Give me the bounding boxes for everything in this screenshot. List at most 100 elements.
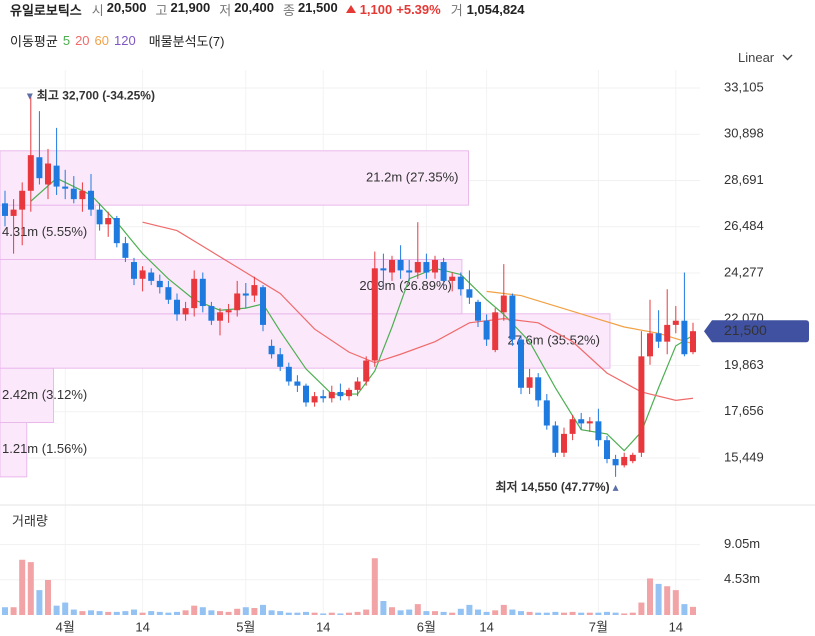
candle-body — [70, 188, 77, 200]
candle-body — [182, 308, 189, 315]
volume-bar — [414, 604, 421, 615]
volume-label: 거 — [450, 2, 463, 18]
y-tick-label: 30,898 — [724, 126, 764, 141]
candle-body — [604, 440, 610, 460]
candle-body — [526, 377, 533, 388]
volume-bar — [36, 590, 43, 615]
x-tick-label: 14 — [135, 619, 149, 634]
quotes: 시 20,500 고 21,900 저 20,400 종 21,500 — [86, 0, 338, 19]
scale-menu[interactable]: Linear — [738, 50, 793, 65]
volume-bar — [19, 559, 26, 615]
candle-body — [561, 433, 567, 453]
candle-body — [10, 209, 17, 216]
x-tick-label: 7월 — [589, 619, 608, 634]
x-tick-label: 6월 — [417, 619, 436, 634]
candle-body — [105, 218, 112, 225]
candle-body — [27, 155, 34, 191]
volume-bar — [561, 612, 567, 615]
change: 1,100 — [359, 1, 393, 17]
candle-body — [647, 333, 653, 357]
candle-body — [148, 272, 155, 281]
candle-body — [208, 306, 215, 321]
volume-bar — [10, 607, 17, 615]
candle-body — [294, 381, 301, 386]
candle-body — [19, 190, 26, 210]
volume-bar — [509, 609, 516, 615]
candle-body — [363, 360, 370, 382]
candle-body — [131, 262, 137, 279]
quote-label: 종 — [282, 2, 295, 18]
candle-body — [36, 157, 43, 179]
volume-bar — [457, 608, 464, 615]
candle-body — [535, 377, 542, 401]
ma-title: 이동평균 — [10, 33, 58, 49]
candle-body — [311, 396, 318, 403]
volume-profile-label: 2.42m (3.12%) — [2, 387, 87, 402]
candle-body — [217, 312, 223, 321]
volume-bar — [217, 611, 223, 615]
x-tick-label: 14 — [316, 619, 330, 634]
ma-legend-item: 5 — [62, 32, 71, 48]
volume-bar — [96, 611, 103, 615]
volume-bar — [53, 605, 60, 615]
moving-average-line — [30, 177, 694, 452]
stock-name: 유일로보틱스 — [10, 2, 82, 18]
candle-body — [2, 203, 8, 216]
y-tick-label: 15,449 — [724, 449, 764, 464]
candle-body — [638, 356, 645, 453]
volume-bar — [371, 558, 378, 615]
volume-bar — [552, 611, 559, 615]
volume-bar — [466, 604, 473, 615]
volume-bar — [475, 609, 481, 615]
y-tick-label: 17,656 — [724, 403, 764, 418]
volume-bar — [2, 607, 8, 615]
volume-bar — [328, 612, 335, 615]
candle-body — [139, 270, 146, 279]
candle-body — [612, 459, 619, 466]
y-tick-label: 4.53m — [724, 571, 760, 586]
volume-bar — [311, 612, 318, 615]
quote-value: 20,500 — [106, 0, 147, 15]
candle-body — [414, 262, 421, 273]
candle-body — [234, 293, 241, 311]
volume-bar — [242, 607, 249, 615]
candle-body — [199, 278, 206, 307]
volume-bar — [354, 611, 361, 615]
candle-body — [225, 310, 232, 313]
candle-body — [664, 324, 671, 342]
profile-title: 매물분석도(7) — [148, 33, 225, 49]
scale-menu-label[interactable]: Linear — [738, 50, 775, 65]
volume-bar — [604, 611, 610, 615]
candle-body — [174, 299, 180, 315]
candle-body — [475, 301, 481, 321]
ma-legend-item: 20 — [75, 32, 90, 48]
volume-bar — [423, 611, 430, 615]
candle-body — [88, 190, 94, 210]
volume-bar — [380, 601, 387, 615]
candle-body — [191, 278, 198, 309]
candle-body — [260, 287, 266, 325]
volume-bar — [518, 611, 524, 615]
volume-bar — [191, 605, 198, 615]
candle-body — [500, 295, 507, 313]
candle-body — [655, 333, 662, 342]
volume-bar — [88, 610, 94, 615]
quote-label: 시 — [91, 2, 104, 18]
volume-bar — [690, 606, 696, 615]
candle-body — [552, 425, 559, 453]
volume-bar — [569, 611, 576, 615]
volume-bar — [612, 612, 619, 615]
candle-body — [380, 268, 387, 271]
candle-body — [285, 366, 292, 382]
y-tick-label: 28,691 — [724, 172, 764, 187]
ma-legend-item: 120 — [114, 32, 136, 48]
candle-body — [45, 163, 51, 185]
volume-bar — [363, 609, 370, 615]
volume-bar — [629, 612, 636, 615]
candle-body — [354, 381, 361, 390]
candle-body — [53, 165, 60, 187]
candle-body — [277, 354, 284, 367]
quote-label: 고 — [155, 2, 168, 18]
candle-body — [251, 285, 258, 296]
candle-body — [457, 276, 464, 290]
